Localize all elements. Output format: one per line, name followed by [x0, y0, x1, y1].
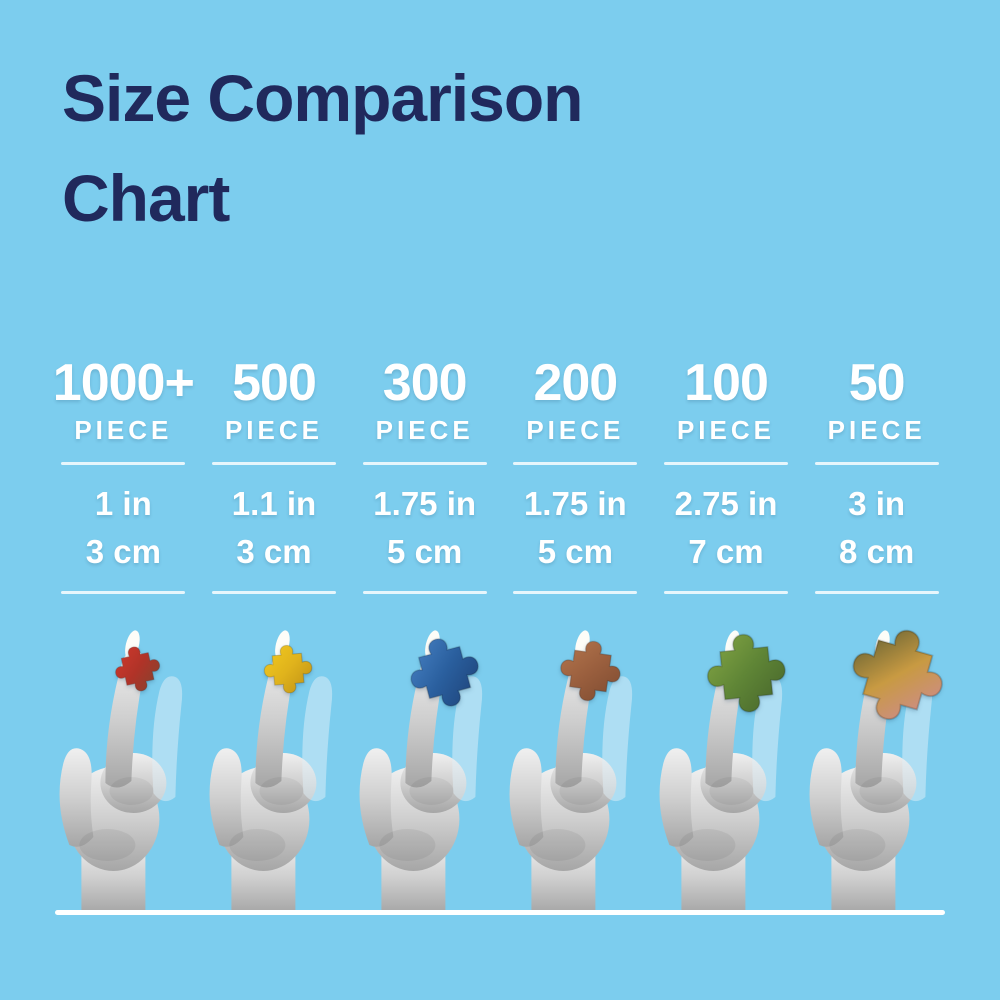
top-divider — [211, 461, 336, 465]
hand-figure — [800, 580, 950, 913]
hand-figure — [650, 580, 800, 913]
size-column: 1000+ PIECE 1 in 3 cm — [50, 356, 197, 594]
piece-label: PIECE — [827, 414, 926, 445]
size-cm: 7 cm — [688, 532, 764, 570]
brown-puzzle-piece-icon — [560, 640, 621, 702]
size-inches: 1.75 in — [373, 484, 477, 522]
index-finger — [105, 650, 145, 788]
title-line-2: Chart — [62, 161, 230, 235]
piece-label: PIECE — [676, 414, 775, 445]
baseline-rule — [55, 910, 945, 915]
palm-shadow — [679, 829, 736, 861]
knuckle-shadow — [409, 777, 454, 805]
piece-label: PIECE — [375, 414, 474, 445]
size-cm: 3 cm — [85, 532, 161, 570]
knuckle-shadow — [859, 777, 904, 805]
puzzle-piece-shape — [707, 633, 786, 713]
ghost-finger — [602, 676, 633, 802]
hands-row — [50, 580, 950, 913]
bottom-divider — [211, 590, 336, 594]
piece-count: 300 — [382, 354, 468, 412]
hand-silhouette — [209, 650, 317, 913]
bottom-divider — [61, 590, 186, 594]
blue-puzzle-piece-icon — [410, 638, 479, 707]
size-cm: 5 cm — [387, 532, 463, 570]
hand-figure — [350, 580, 500, 913]
size-cm: 5 cm — [537, 532, 613, 570]
thumb — [659, 748, 694, 847]
bottom-divider — [362, 590, 487, 594]
palm-shadow — [829, 829, 886, 861]
bottom-divider — [663, 590, 788, 594]
thumb — [59, 748, 94, 847]
size-inches: 1 in — [94, 484, 152, 522]
thumb — [509, 748, 544, 847]
puzzle-piece-shape — [560, 640, 621, 702]
size-column: 50 PIECE 3 in 8 cm — [803, 356, 950, 594]
palm-shadow — [529, 829, 586, 861]
puzzle-piece-shape — [852, 629, 943, 720]
size-cm: 8 cm — [839, 532, 915, 570]
ghost-finger — [152, 676, 183, 802]
size-inches: 1.1 in — [231, 484, 317, 522]
puzzle-piece-shape — [410, 638, 479, 707]
puzzle-piece-shape — [263, 644, 313, 694]
size-inches: 2.75 in — [674, 484, 778, 522]
hand-silhouette — [59, 650, 167, 913]
knuckle-shadow — [709, 777, 754, 805]
piece-count: 100 — [684, 354, 769, 412]
title-line-1: Size Comparison — [62, 61, 583, 135]
yellow-puzzle-piece-icon — [263, 644, 313, 694]
size-cm: 3 cm — [236, 532, 312, 570]
hand-illustration — [59, 630, 183, 913]
piece-count: 200 — [533, 354, 618, 412]
top-divider — [362, 461, 487, 465]
hand-silhouette — [809, 650, 917, 913]
bottom-divider — [513, 590, 638, 594]
hand-figure — [50, 580, 200, 913]
top-divider — [61, 461, 186, 465]
hand-illustration — [209, 630, 333, 913]
green-puzzle-piece-icon — [707, 633, 786, 713]
hand-illustration — [809, 630, 933, 913]
size-inches: 3 in — [848, 484, 906, 522]
size-column: 100 PIECE 2.75 in 7 cm — [653, 356, 800, 594]
bottom-divider — [814, 590, 939, 594]
top-divider — [814, 461, 939, 465]
multicolor-puzzle-piece-icon — [852, 629, 943, 720]
ghost-finger — [752, 676, 783, 802]
ghost-finger — [452, 676, 483, 802]
top-divider — [513, 461, 638, 465]
red-puzzle-piece-icon — [115, 646, 160, 692]
knuckle-shadow — [109, 777, 154, 805]
thumb — [809, 748, 844, 847]
knuckle-shadow — [259, 777, 304, 805]
size-inches: 1.75 in — [523, 484, 627, 522]
knuckle-shadow — [559, 777, 604, 805]
thumb — [209, 748, 244, 847]
hand-figure — [200, 580, 350, 913]
ghost-finger — [302, 676, 333, 802]
size-column: 200 PIECE 1.75 in 5 cm — [502, 356, 649, 594]
piece-count: 500 — [232, 354, 317, 412]
palm-shadow — [379, 829, 436, 861]
size-column: 300 PIECE 1.75 in 5 cm — [351, 356, 498, 594]
hand-silhouette — [509, 650, 617, 913]
top-divider — [663, 461, 788, 465]
piece-label: PIECE — [74, 414, 173, 445]
piece-count: 50 — [848, 354, 906, 412]
puzzle-piece-shape — [115, 646, 160, 692]
palm-shadow — [229, 829, 286, 861]
piece-count: 1000+ — [52, 354, 195, 412]
hand-figure — [500, 580, 650, 913]
hand-silhouette — [659, 650, 767, 913]
thumb — [359, 748, 394, 847]
page-title: Size Comparison Chart — [62, 48, 583, 248]
size-column: 500 PIECE 1.1 in 3 cm — [201, 356, 348, 594]
piece-label: PIECE — [224, 414, 323, 445]
palm-shadow — [79, 829, 136, 861]
size-columns: 1000+ PIECE 1 in 3 cm 500 PIECE 1.1 in 3… — [50, 356, 950, 594]
piece-label: PIECE — [526, 414, 625, 445]
